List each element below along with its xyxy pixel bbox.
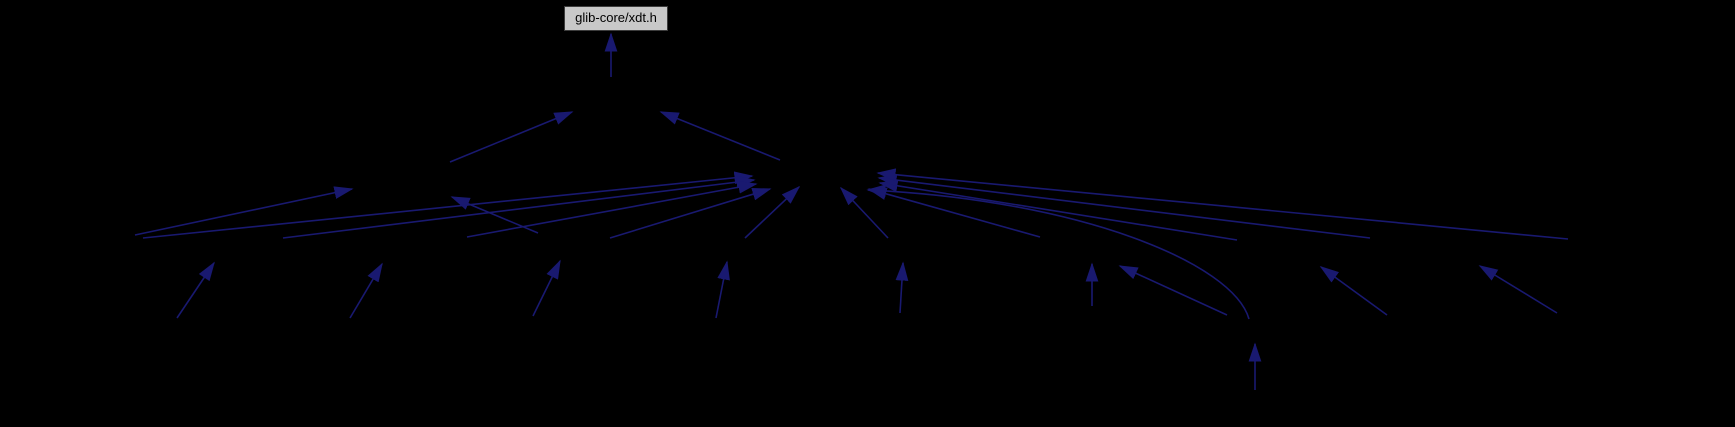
dependency-edge bbox=[349, 262, 383, 319]
dependency-edge bbox=[142, 171, 754, 239]
dependency-edge bbox=[532, 259, 561, 317]
dependency-edge bbox=[466, 180, 758, 238]
dependency-edge bbox=[1478, 265, 1558, 314]
dependency-edge bbox=[744, 185, 801, 239]
dependency-edge bbox=[876, 168, 1569, 240]
dependency-edge bbox=[866, 184, 1250, 320]
dependency-edge bbox=[1319, 266, 1388, 316]
dependency-edge bbox=[282, 175, 756, 239]
dependency-edge bbox=[878, 179, 1238, 241]
dependency-edge bbox=[1118, 265, 1228, 316]
dependency-edge bbox=[867, 187, 1041, 238]
edge-group bbox=[134, 32, 1569, 390]
dependency-edge bbox=[134, 186, 354, 236]
dependency-edge bbox=[449, 111, 574, 163]
dependency-edge bbox=[609, 188, 772, 239]
dependency-edge bbox=[715, 260, 730, 319]
dependency-edge bbox=[659, 111, 781, 161]
dependency-edge bbox=[877, 173, 1371, 239]
dependency-edge bbox=[176, 261, 215, 319]
dependency-edge bbox=[895, 261, 909, 314]
dependency-edge bbox=[839, 186, 889, 239]
graph-node-root: glib-core/xdt.h bbox=[564, 6, 668, 31]
